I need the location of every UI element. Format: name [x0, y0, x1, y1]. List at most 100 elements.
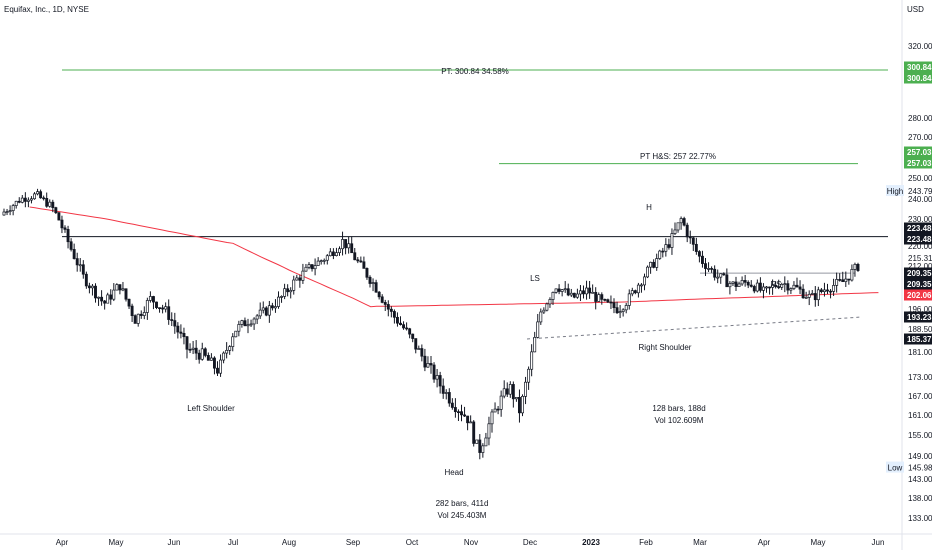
- candle-body: [209, 357, 213, 361]
- candle-body: [423, 355, 427, 368]
- candle-body: [331, 251, 335, 256]
- candle-body: [743, 280, 747, 283]
- candle-body: [621, 309, 625, 312]
- candle-body: [206, 355, 210, 361]
- candle-body: [731, 281, 735, 284]
- candle-body: [688, 236, 692, 239]
- candle-body: [304, 266, 308, 272]
- price-tick-label: 320.00: [908, 42, 932, 51]
- candle-body: [109, 294, 113, 300]
- candle-body: [685, 224, 689, 238]
- candle-body: [740, 280, 744, 285]
- candle-body: [127, 298, 131, 307]
- candle-body: [36, 191, 40, 195]
- candle-body: [463, 414, 467, 417]
- time-tick-label: Apr: [758, 538, 771, 547]
- candle-body: [94, 285, 97, 299]
- candle-body: [755, 282, 759, 292]
- candle-body: [450, 402, 454, 408]
- candle-body: [8, 210, 12, 212]
- time-tick-label: Jun: [168, 538, 181, 547]
- candle-body: [667, 244, 671, 248]
- time-axis[interactable]: Apr May Jun Jul Aug Sep Oct Nov Dec 2023 Feb Mar Apr…: [56, 538, 885, 547]
- candle-body: [426, 363, 430, 368]
- price-tag-label: 209.35: [907, 280, 932, 289]
- candle-body: [560, 289, 564, 292]
- candle-body: [655, 258, 659, 268]
- candle-body: [719, 273, 723, 278]
- candle-body: [389, 308, 393, 312]
- candle-body: [737, 283, 741, 287]
- range1-vol-label: Vol 245.403M: [438, 511, 487, 520]
- candle-body: [194, 347, 198, 354]
- candle-body: [505, 388, 509, 395]
- candle-body: [600, 294, 604, 300]
- candle-body: [289, 290, 293, 293]
- time-tick-label: Jul: [228, 538, 238, 547]
- candle-body: [514, 397, 518, 400]
- candle-body: [661, 250, 665, 253]
- candle-body: [633, 290, 637, 294]
- candle-body: [569, 292, 573, 296]
- candle-body: [298, 277, 302, 281]
- price-tag-label: 202.06: [907, 291, 932, 300]
- candle-body: [347, 243, 351, 249]
- candle-body: [365, 268, 369, 278]
- candle-body: [313, 265, 317, 270]
- price-tag: [904, 333, 932, 345]
- candle-body: [322, 259, 326, 262]
- candle-body: [100, 296, 104, 302]
- candle-body: [161, 307, 165, 310]
- candle-body: [188, 348, 192, 351]
- candle-body: [164, 306, 168, 310]
- candle-body: [713, 268, 717, 278]
- candle-body: [761, 286, 765, 291]
- candle-body: [30, 198, 33, 201]
- candle-body: [362, 261, 366, 269]
- price-tag-label: 300.84: [907, 74, 932, 83]
- candle-body: [133, 315, 137, 324]
- candle-body: [420, 348, 424, 357]
- price-tick-label: 230.00: [908, 215, 932, 224]
- candle-body: [624, 305, 628, 311]
- candle-body: [66, 229, 70, 243]
- candle-body: [78, 264, 82, 267]
- price-tag-label: 223.48: [907, 224, 932, 233]
- candle-body: [392, 311, 396, 318]
- candle-body: [72, 249, 76, 259]
- candle-body: [664, 244, 668, 252]
- symbol-title[interactable]: Equifax, Inc., 1D, NYSE: [4, 5, 89, 14]
- annotations: PT: 300.84 34.58% PT H&S: 257 22.77% H LS RS…: [187, 67, 781, 520]
- candle-body: [704, 263, 707, 269]
- candle-body: [618, 311, 622, 314]
- candle-body: [182, 332, 186, 338]
- candle-body: [652, 261, 656, 268]
- candle-body: [524, 381, 528, 397]
- candle-body: [90, 285, 94, 289]
- price-axis[interactable]: 320.00300.00280.00270.00250.00240.00230.…: [908, 42, 932, 523]
- candle-body: [353, 252, 357, 261]
- candle-body: [359, 260, 363, 263]
- price-tag-label: 300.84: [907, 63, 932, 72]
- price-tag: [904, 267, 932, 279]
- candle-body: [173, 320, 177, 327]
- candle-body: [185, 336, 189, 350]
- candle-body: [325, 255, 329, 261]
- candle-body: [841, 279, 845, 283]
- candle-body: [716, 276, 720, 279]
- candle-body: [261, 307, 265, 311]
- time-tick-label: Sep: [346, 538, 361, 547]
- candle-body: [14, 200, 18, 206]
- candle-body: [594, 291, 598, 302]
- candle-body: [826, 289, 829, 292]
- candle-body: [813, 293, 817, 301]
- candle-body: [832, 285, 836, 292]
- time-tick-label: Mar: [693, 538, 707, 547]
- candle-body: [487, 423, 491, 439]
- candle-body: [804, 297, 808, 299]
- candle-body: [145, 300, 149, 313]
- candle-body: [615, 307, 619, 314]
- candle-body: [658, 250, 662, 259]
